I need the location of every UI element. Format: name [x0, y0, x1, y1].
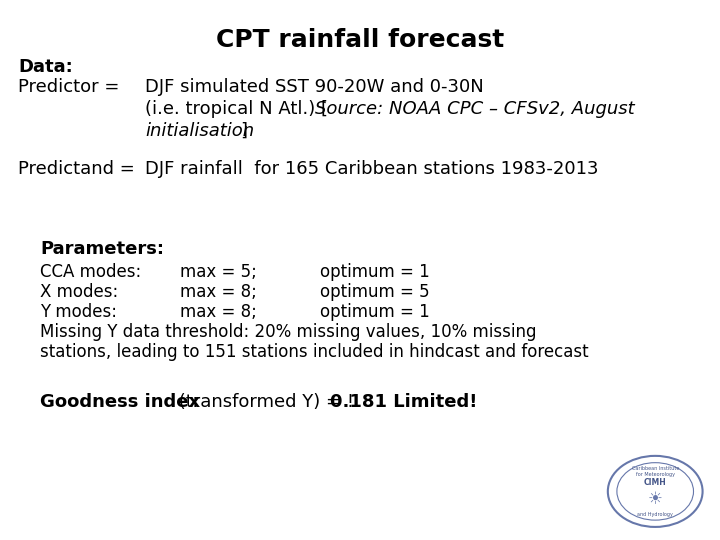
Text: Data:: Data: [18, 58, 73, 76]
Text: (i.e. tropical N Atl.) [: (i.e. tropical N Atl.) [ [145, 100, 328, 118]
Text: DJF simulated SST 90-20W and 0-30N: DJF simulated SST 90-20W and 0-30N [145, 78, 484, 96]
Text: optimum = 1: optimum = 1 [320, 303, 430, 321]
Text: CPT rainfall forecast: CPT rainfall forecast [216, 28, 504, 52]
Text: optimum = 5: optimum = 5 [320, 283, 430, 301]
Text: X modes:: X modes: [40, 283, 118, 301]
Text: for Meteorology: for Meteorology [636, 472, 675, 477]
Text: max = 8;: max = 8; [180, 303, 257, 321]
Text: Source: NOAA CPC – CFSv2, August: Source: NOAA CPC – CFSv2, August [315, 100, 634, 118]
Text: Parameters:: Parameters: [40, 240, 164, 258]
Text: Caribbean Institute: Caribbean Institute [631, 466, 679, 471]
Text: Predictor =: Predictor = [18, 78, 120, 96]
Text: DJF rainfall  for 165 Caribbean stations 1983-2013: DJF rainfall for 165 Caribbean stations … [145, 160, 598, 178]
Text: initialisation: initialisation [145, 122, 254, 140]
Text: Goodness index: Goodness index [40, 393, 200, 411]
Text: ☀: ☀ [648, 490, 662, 508]
Text: ]: ] [240, 122, 247, 140]
Text: Y modes:: Y modes: [40, 303, 117, 321]
Text: (transformed Y) = !: (transformed Y) = ! [173, 393, 354, 411]
Text: max = 5;: max = 5; [180, 263, 257, 281]
Text: 0.181 Limited!: 0.181 Limited! [330, 393, 477, 411]
Text: max = 8;: max = 8; [180, 283, 257, 301]
Text: Missing Y data threshold: 20% missing values, 10% missing: Missing Y data threshold: 20% missing va… [40, 323, 536, 341]
Text: optimum = 1: optimum = 1 [320, 263, 430, 281]
Text: stations, leading to 151 stations included in hindcast and forecast: stations, leading to 151 stations includ… [40, 343, 589, 361]
Text: and Hydrology: and Hydrology [637, 511, 673, 517]
Text: CIMH: CIMH [644, 478, 667, 487]
Text: Predictand =: Predictand = [18, 160, 135, 178]
Text: CCA modes:: CCA modes: [40, 263, 141, 281]
